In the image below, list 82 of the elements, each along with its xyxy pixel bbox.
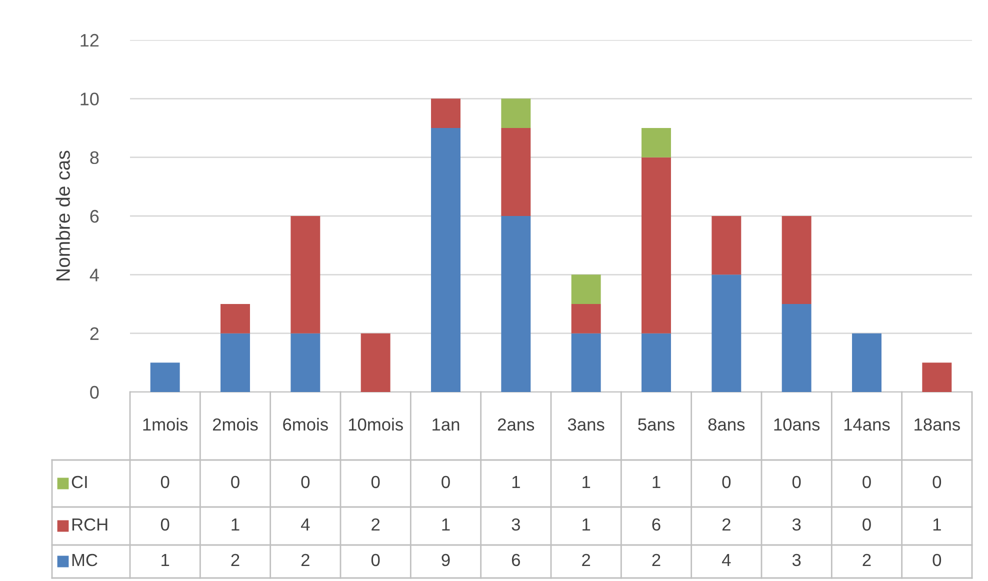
x-tick-label: 1mois — [143, 418, 188, 431]
data-label: 4 — [722, 554, 731, 566]
bar — [290, 216, 320, 334]
data-label: 3 — [792, 518, 801, 531]
x-tick-label: 14ans — [844, 418, 890, 431]
bar — [290, 333, 320, 392]
y-tick-label: 12 — [80, 34, 99, 47]
data-label: 1 — [582, 476, 590, 488]
data-label: 0 — [160, 476, 170, 488]
data-label: 0 — [932, 554, 942, 566]
y-tick-label: 8 — [90, 151, 99, 164]
bar — [431, 128, 460, 392]
y-axis-title: Nombre de cas — [56, 150, 70, 280]
x-tick-label: 18ans — [914, 418, 960, 431]
bar — [712, 274, 742, 392]
data-label: 0 — [301, 476, 310, 488]
bar — [712, 216, 742, 275]
y-tick-label: 2 — [90, 327, 99, 340]
x-tick-label: 10mois — [348, 418, 403, 431]
x-tick-label: 5ans — [638, 418, 674, 431]
legend-label: MC — [72, 554, 98, 566]
bar — [782, 304, 812, 392]
data-label: 6 — [652, 518, 660, 531]
data-label: 1 — [933, 518, 941, 530]
x-tick-label: 3ans — [568, 418, 604, 431]
bar — [571, 274, 601, 304]
data-label: 2 — [652, 554, 660, 566]
data-label: 0 — [371, 476, 380, 488]
data-label: 0 — [862, 476, 871, 488]
bar — [220, 304, 250, 334]
bar — [642, 128, 671, 158]
data-label: 1 — [652, 476, 660, 488]
data-label: 4 — [300, 518, 310, 530]
bar — [220, 333, 250, 392]
legend-label: CI — [72, 476, 87, 488]
x-tick-label: 8ans — [708, 418, 745, 431]
bar — [501, 98, 531, 128]
data-label: 1 — [442, 518, 450, 530]
data-label: 1 — [582, 518, 590, 530]
data-label: 3 — [792, 554, 801, 566]
bar — [360, 333, 390, 392]
data-label: 0 — [371, 554, 380, 566]
data-label: 1 — [232, 518, 240, 530]
y-tick-label: 10 — [80, 92, 99, 106]
data-label: 2 — [582, 554, 590, 566]
y-tick-label: 4 — [90, 268, 99, 282]
data-label: 0 — [932, 476, 942, 488]
data-label: 0 — [160, 518, 170, 531]
data-label: 6 — [512, 554, 520, 566]
data-label: 2 — [862, 554, 871, 566]
bar — [852, 333, 882, 392]
data-label: 2 — [722, 518, 730, 530]
bar — [571, 333, 601, 392]
bar — [782, 216, 812, 304]
bar — [501, 216, 531, 392]
legend-label: RCH — [72, 518, 108, 531]
bar — [150, 362, 180, 392]
x-tick-label: 2ans — [498, 418, 534, 431]
bar — [922, 362, 952, 392]
bar — [642, 157, 671, 334]
data-label: 3 — [512, 518, 520, 531]
x-tick-label: 1an — [432, 418, 460, 431]
data-label: 0 — [231, 476, 240, 488]
bar — [642, 333, 671, 392]
data-label: 0 — [722, 476, 731, 488]
data-label: 9 — [442, 554, 450, 566]
y-tick-label: 0 — [90, 386, 99, 399]
bar — [571, 304, 601, 334]
x-tick-label: 10ans — [774, 418, 820, 431]
data-label: 2 — [372, 518, 380, 530]
data-label: 2 — [301, 554, 310, 566]
data-label: 0 — [792, 476, 801, 488]
data-label: 0 — [442, 476, 450, 488]
data-label: 0 — [862, 518, 871, 531]
y-tick-label: 6 — [90, 210, 99, 223]
bar — [431, 98, 460, 128]
data-label: 2 — [231, 554, 240, 566]
data-label: 1 — [512, 476, 520, 488]
x-tick-label: 2mois — [212, 418, 258, 431]
x-tick-label: 6mois — [283, 418, 328, 431]
data-label: 1 — [162, 554, 170, 566]
bar — [501, 128, 531, 216]
